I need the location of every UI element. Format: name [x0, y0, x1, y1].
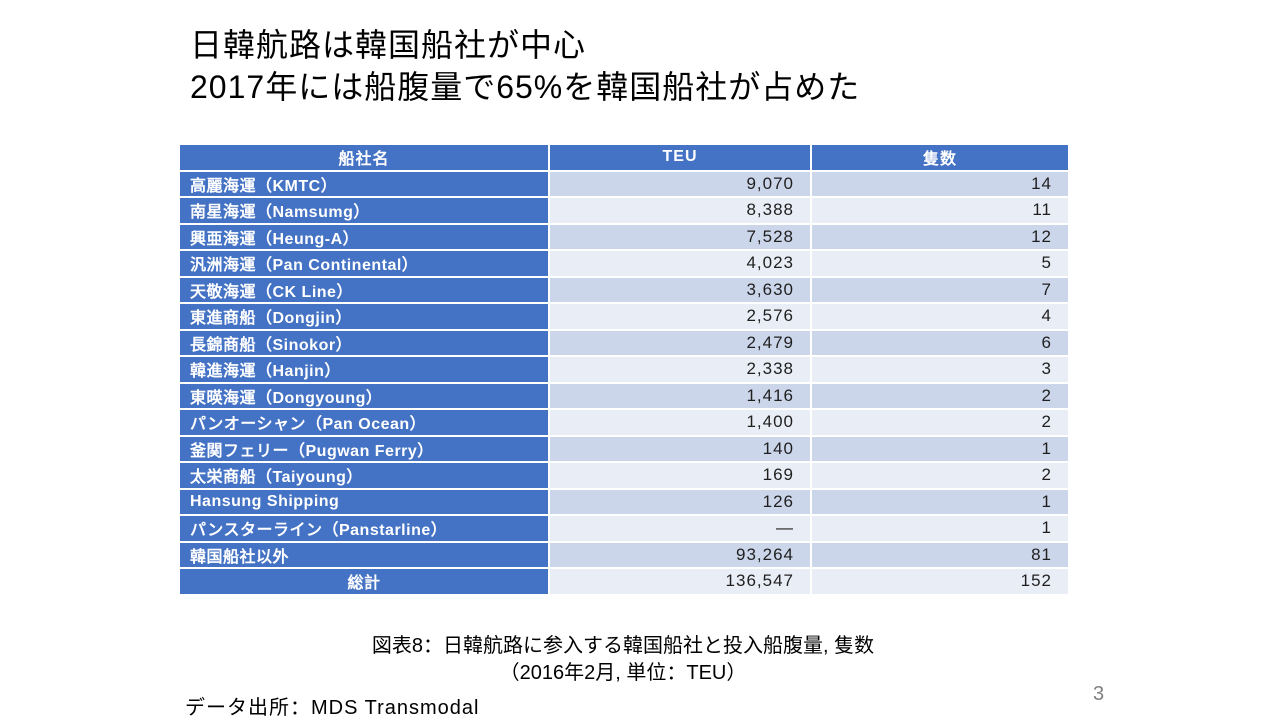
- ships-cell: 81: [810, 540, 1070, 569]
- company-name-cell: 東進商船（Dongjin）: [178, 302, 550, 331]
- company-name-cell: 韓国船社以外: [178, 540, 550, 569]
- ships-cell: 1: [810, 487, 1070, 516]
- table-total-row: 総計 136,547 152: [178, 567, 1070, 596]
- teu-cell: 126: [548, 487, 812, 516]
- teu-cell: 140: [548, 434, 812, 463]
- slide-title: 日韓航路は韓国船社が中心 2017年には船腹量で65%を韓国船社が占めた: [190, 24, 860, 108]
- teu-cell: 93,264: [548, 540, 812, 569]
- ships-cell: 6: [810, 328, 1070, 357]
- company-name-cell: パンスターライン（Panstarline）: [178, 514, 550, 543]
- ships-cell: 14: [810, 169, 1070, 198]
- header-cell-teu: TEU: [548, 143, 812, 172]
- teu-cell: 2,338: [548, 355, 812, 384]
- company-name-cell: 太栄商船（Taiyoung）: [178, 461, 550, 490]
- company-name-cell: 長錦商船（Sinokor）: [178, 328, 550, 357]
- caption-line2: （2016年2月, 単位：TEU）: [499, 662, 747, 684]
- table-row: 韓進海運（Hanjin） 2,338 3: [178, 355, 1070, 384]
- ships-cell: 4: [810, 302, 1070, 331]
- table-row: 釜関フェリー（Pugwan Ferry） 140 1: [178, 434, 1070, 463]
- teu-cell: 1,400: [548, 408, 812, 437]
- slide-title-line1: 日韓航路は韓国船社が中心: [190, 27, 587, 63]
- table-header: 船社名 TEU 隻数: [178, 143, 1070, 172]
- ships-cell: 2: [810, 461, 1070, 490]
- table-row: Hansung Shipping 126 1: [178, 487, 1070, 516]
- company-name-cell: 天敬海運（CK Line）: [178, 275, 550, 304]
- data-source-note: データ出所：MDS Transmodal: [185, 697, 480, 719]
- table-row: 太栄商船（Taiyoung） 169 2: [178, 461, 1070, 490]
- company-name-cell: 韓進海運（Hanjin）: [178, 355, 550, 384]
- table-row: 長錦商船（Sinokor） 2,479 6: [178, 328, 1070, 357]
- table-row: 高麗海運（KMTC） 9,070 14: [178, 169, 1070, 198]
- company-name-cell: 汎洲海運（Pan Continental）: [178, 249, 550, 278]
- teu-cell: 4,023: [548, 249, 812, 278]
- teu-cell: 1,416: [548, 381, 812, 410]
- company-name-cell: Hansung Shipping: [178, 487, 550, 516]
- company-name-cell: パンオーシャン（Pan Ocean）: [178, 408, 550, 437]
- page-number: 3: [1093, 683, 1105, 705]
- ships-cell: 1: [810, 434, 1070, 463]
- header-cell-company: 船社名: [178, 143, 550, 172]
- table-header-row: 船社名 TEU 隻数: [178, 143, 1070, 172]
- ships-cell: 5: [810, 249, 1070, 278]
- teu-cell: —: [548, 514, 812, 543]
- ships-cell: 12: [810, 222, 1070, 251]
- header-cell-ships: 隻数: [810, 143, 1070, 172]
- teu-cell: 169: [548, 461, 812, 490]
- table-row: 興亜海運（Heung-A） 7,528 12: [178, 222, 1070, 251]
- table-row: 東暎海運（Dongyoung） 1,416 2: [178, 381, 1070, 410]
- company-name-cell: 総計: [178, 567, 550, 596]
- table-row: 南星海運（Namsumg） 8,388 11: [178, 196, 1070, 225]
- company-name-cell: 釜関フェリー（Pugwan Ferry）: [178, 434, 550, 463]
- slide-title-line2: 2017年には船腹量で65%を韓国船社が占めた: [190, 69, 861, 106]
- ships-cell: 11: [810, 196, 1070, 225]
- table-caption: 図表8：日韓航路に参入する韓国船社と投入船腹量, 隻数 （2016年2月, 単位：…: [178, 633, 1068, 687]
- ships-cell: 152: [810, 567, 1070, 596]
- table-row: 汎洲海運（Pan Continental） 4,023 5: [178, 249, 1070, 278]
- teu-cell: 3,630: [548, 275, 812, 304]
- teu-cell: 7,528: [548, 222, 812, 251]
- ships-cell: 2: [810, 381, 1070, 410]
- teu-cell: 2,576: [548, 302, 812, 331]
- table-body: 高麗海運（KMTC） 9,070 14 南星海運（Namsumg） 8,388 11 興亜海…: [178, 169, 1070, 596]
- table-row: パンオーシャン（Pan Ocean） 1,400 2: [178, 408, 1070, 437]
- teu-cell: 9,070: [548, 169, 812, 198]
- teu-cell: 136,547: [548, 567, 812, 596]
- shipping-companies-table: 船社名 TEU 隻数 高麗海運（KMTC） 9,070 14 南星海運（Namsumg…: [178, 143, 1070, 596]
- company-name-cell: 高麗海運（KMTC）: [178, 169, 550, 198]
- caption-line1: 図表8：日韓航路に参入する韓国船社と投入船腹量, 隻数: [371, 635, 875, 657]
- table-row: 東進商船（Dongjin） 2,576 4: [178, 302, 1070, 331]
- table-row: パンスターライン（Panstarline） —1: [178, 514, 1070, 543]
- table-row: 天敬海運（CK Line） 3,630 7: [178, 275, 1070, 304]
- teu-cell: 2,479: [548, 328, 812, 357]
- ships-cell: 2: [810, 408, 1070, 437]
- teu-cell: 8,388: [548, 196, 812, 225]
- ships-cell: 3: [810, 355, 1070, 384]
- company-name-cell: 東暎海運（Dongyoung）: [178, 381, 550, 410]
- ships-cell: 7: [810, 275, 1070, 304]
- company-name-cell: 興亜海運（Heung-A）: [178, 222, 550, 251]
- table-row: 韓国船社以外 93,264 81: [178, 540, 1070, 569]
- ships-cell: 1: [810, 514, 1070, 543]
- company-name-cell: 南星海運（Namsumg）: [178, 196, 550, 225]
